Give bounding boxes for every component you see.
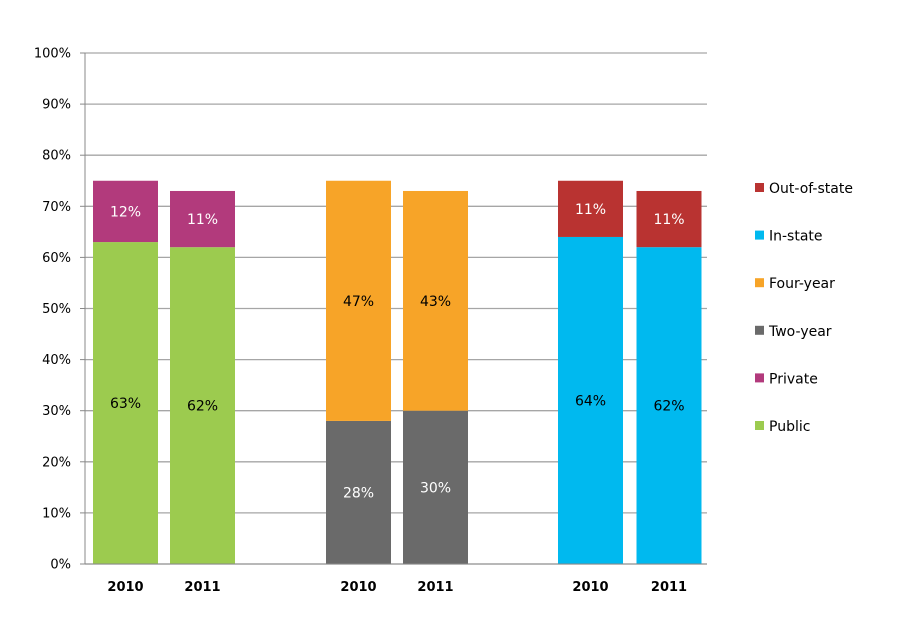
legend-label: Out-of-state <box>769 181 853 197</box>
data-label: 62% <box>653 399 684 415</box>
x-tick-label: 2010 <box>572 580 608 595</box>
y-tick-label: 80% <box>42 149 71 164</box>
y-tick-label: 0% <box>50 558 71 573</box>
y-tick-label: 60% <box>42 251 71 266</box>
y-axis: 0% 10% 20% 30% 40% 50% 60% 70% 80% 90% 100% <box>34 47 86 573</box>
legend-swatch <box>755 278 764 288</box>
legend-swatch <box>755 421 764 430</box>
y-tick-label: 100% <box>34 47 71 62</box>
data-label: 30% <box>420 480 451 496</box>
bar-segment-private <box>170 190 235 248</box>
x-tick-label: 2011 <box>651 580 687 595</box>
bars: 63% 12% 62% 11% 28% 47% 30% 43% 64% 11% 62% 11% <box>93 180 702 564</box>
x-tick-label: 2010 <box>340 580 376 595</box>
legend-label: Four-year <box>769 276 835 292</box>
bar-segment-public <box>170 247 235 564</box>
data-label: 63% <box>110 396 141 412</box>
bar-segment-four-year <box>326 180 391 421</box>
y-tick-label: 10% <box>42 506 71 521</box>
legend-label: Private <box>769 371 818 387</box>
y-tick-label: 50% <box>42 302 71 317</box>
x-tick-label: 2011 <box>184 580 220 595</box>
x-tick-label: 2011 <box>417 580 453 595</box>
data-label: 11% <box>187 212 218 228</box>
legend-label: Two-year <box>768 324 832 340</box>
y-tick-label: 40% <box>42 353 71 368</box>
legend-label: In-state <box>769 229 823 245</box>
data-label: 62% <box>187 399 218 415</box>
bar-segment-two-year <box>326 420 391 564</box>
legend-swatch <box>755 230 764 240</box>
legend-swatch <box>755 183 764 192</box>
bar-segment-out-of-state <box>558 180 623 237</box>
data-label: 47% <box>343 294 374 310</box>
data-label: 43% <box>420 294 451 310</box>
bar-segment-in-state <box>558 236 623 564</box>
legend-label: Public <box>769 419 810 435</box>
bar-segment-two-year <box>403 410 468 564</box>
y-tick-label: 70% <box>42 200 71 215</box>
x-tick-label: 2010 <box>107 580 143 595</box>
x-axis: 2010 2011 2010 2011 2010 2011 <box>85 563 707 595</box>
bar-segment-in-state <box>636 247 702 564</box>
legend-swatch <box>755 373 764 383</box>
data-label: 11% <box>653 212 684 228</box>
data-label: 64% <box>575 393 606 409</box>
legend-swatch <box>755 325 764 335</box>
bar-segment-public <box>93 242 158 564</box>
legend: Out-of-state In-state Four-year Two-year Pri… <box>755 181 853 435</box>
bar-segment-out-of-state <box>636 190 702 248</box>
bar-segment-private <box>93 180 158 243</box>
data-label: 11% <box>575 202 606 218</box>
y-tick-label: 90% <box>42 98 71 113</box>
bar-segment-four-year <box>403 190 468 411</box>
y-tick-label: 20% <box>42 455 71 470</box>
data-label: 28% <box>343 485 374 501</box>
y-tick-label: 30% <box>42 404 71 419</box>
data-label: 12% <box>110 204 141 220</box>
